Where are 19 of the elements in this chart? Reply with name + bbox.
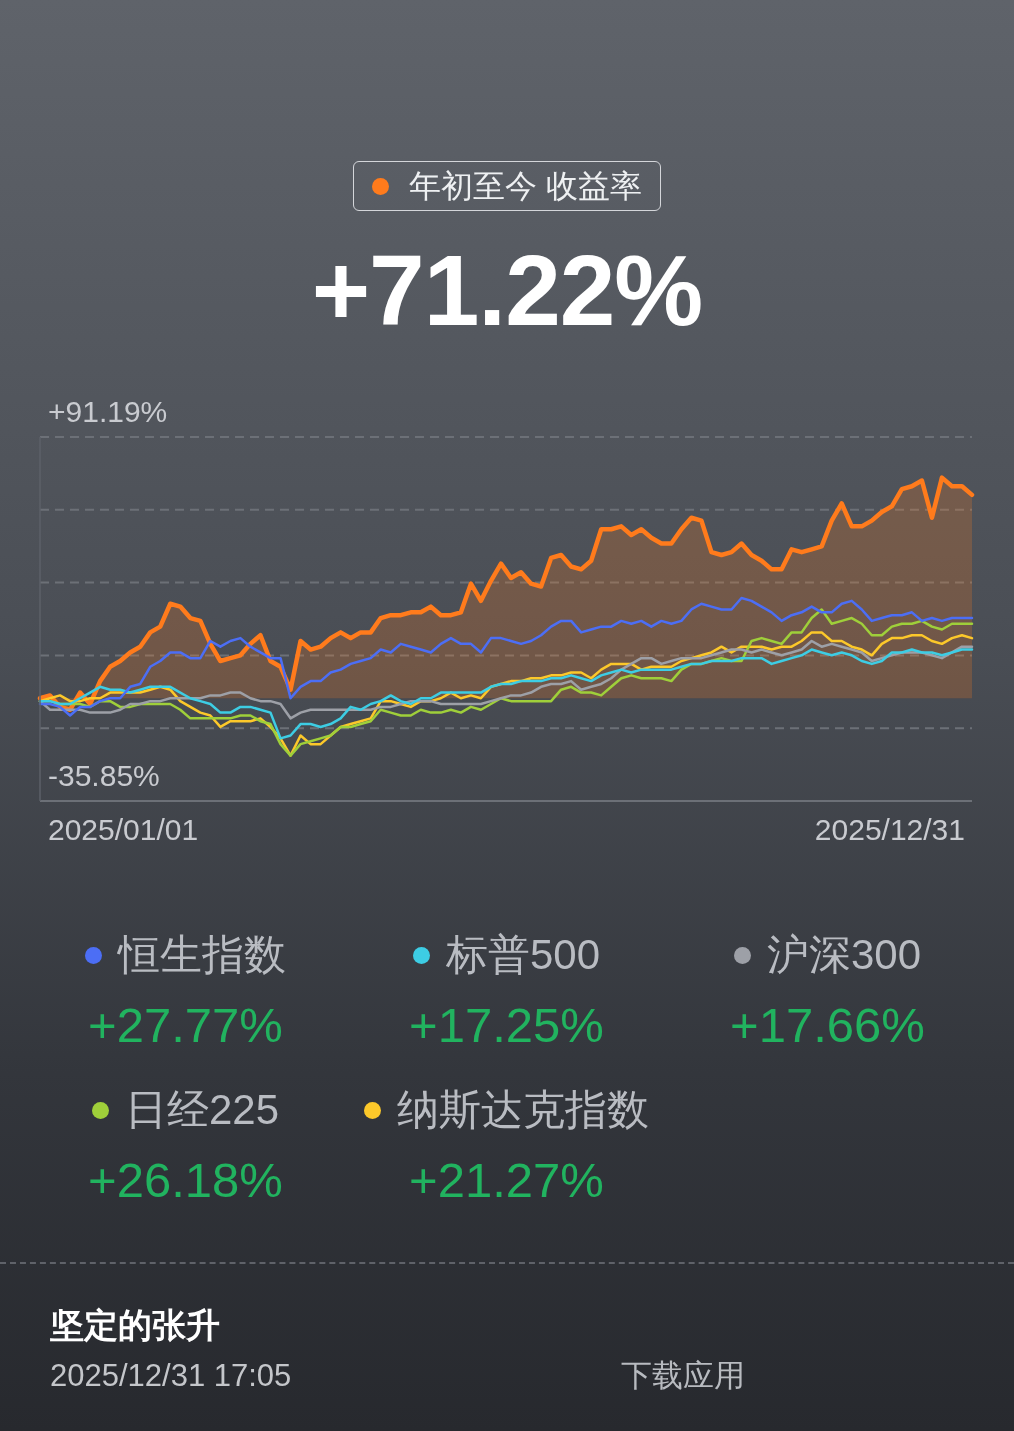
legend-label: 日经225 [124,1085,280,1135]
text: +17.25% [409,997,604,1054]
y-tick-label: -35.85% [48,759,160,792]
legend-label: 纳斯达克指数 [397,1085,649,1135]
text: +17.66% [730,997,925,1054]
text: +26.18% [88,1152,283,1209]
text: 2025/01/01 [48,813,199,846]
legend-label: 标普500 [445,930,601,980]
text: 坚定的张升 [50,1306,220,1344]
legend-label: 年初至今 收益率 [409,167,642,206]
text: +27.77% [88,997,283,1054]
legend-label: 沪深300 [766,930,922,980]
text: +21.27% [409,1152,604,1209]
y-tick-label: +91.19% [48,395,168,428]
text: 2025/12/31 [814,813,965,846]
text: 2025/12/31 17:05 [50,1358,292,1393]
text: 下载应用 [621,1358,745,1393]
text: +71.22% [311,234,703,346]
legend-label: 恒生指数 [118,930,286,980]
